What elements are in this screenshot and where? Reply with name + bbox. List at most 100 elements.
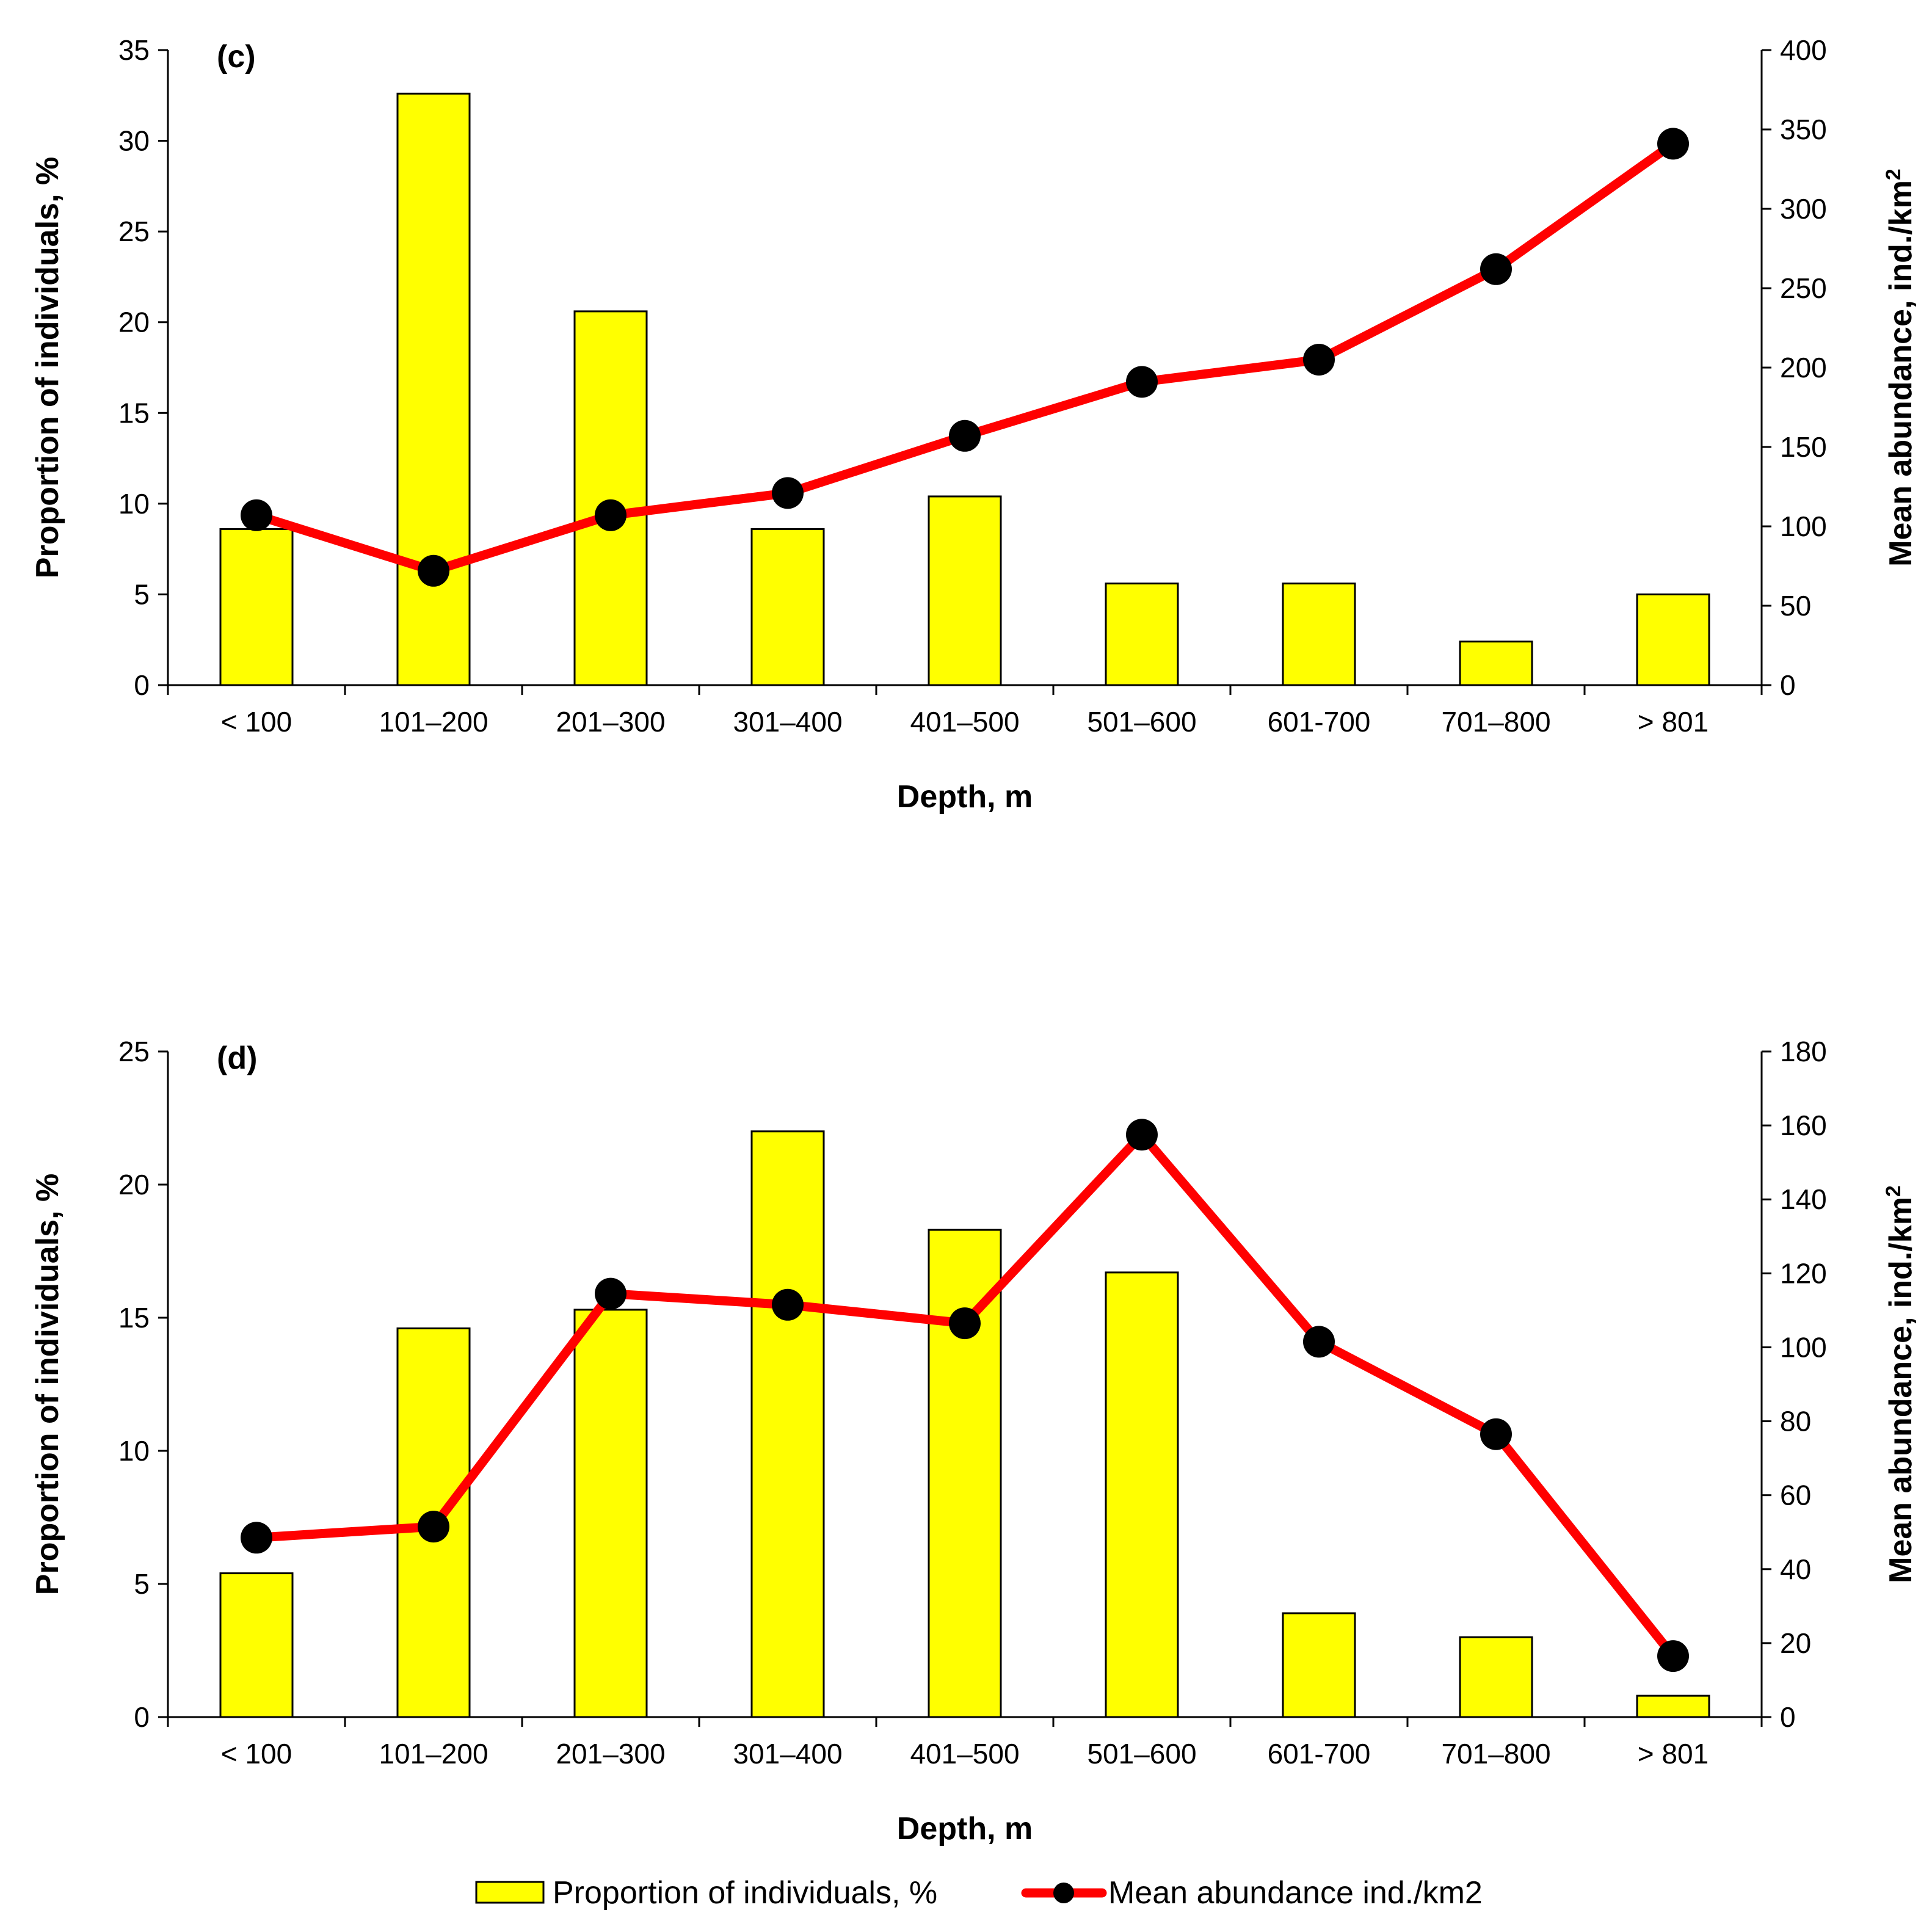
abundance-point-6 bbox=[1303, 1326, 1335, 1358]
abundance-point-1 bbox=[418, 1511, 449, 1543]
abundance-point-7 bbox=[1480, 253, 1512, 285]
abundance-point-0 bbox=[241, 1522, 272, 1554]
y-right-tick-label: 200 bbox=[1780, 352, 1827, 383]
y-right-tick-label: 160 bbox=[1780, 1109, 1827, 1141]
x-tick-label: 401–500 bbox=[910, 706, 1019, 738]
abundance-point-8 bbox=[1657, 1640, 1689, 1672]
bar-6 bbox=[1282, 583, 1356, 686]
y-right-tick-label: 100 bbox=[1780, 1331, 1827, 1363]
x-tick-label: 101–200 bbox=[379, 1738, 488, 1770]
x-tick-label: 301–400 bbox=[733, 706, 842, 738]
y-right-tick-label: 250 bbox=[1780, 272, 1827, 304]
y-right-axis-title: Mean abundance, ind./km2 bbox=[1882, 169, 1919, 567]
abundance-point-2 bbox=[595, 1277, 626, 1310]
y-right-tick-label: 40 bbox=[1780, 1553, 1811, 1585]
legend-bar-swatch bbox=[475, 1881, 545, 1904]
y-left-tick-label: 20 bbox=[118, 307, 150, 338]
x-tick-label: > 801 bbox=[1638, 1738, 1709, 1770]
legend-bar-label: Proportion of individuals, % bbox=[553, 1875, 937, 1911]
y-right-tick-label: 400 bbox=[1780, 34, 1827, 66]
abundance-point-6 bbox=[1303, 344, 1335, 376]
legend-line-marker bbox=[1053, 1883, 1074, 1903]
y-right-tick-label: 180 bbox=[1780, 1036, 1827, 1067]
abundance-point-4 bbox=[949, 419, 981, 452]
y-left-tick-label: 10 bbox=[118, 488, 150, 520]
x-tick-label: 501–600 bbox=[1087, 1738, 1196, 1770]
bar-7 bbox=[1459, 1636, 1533, 1718]
y-right-tick-label: 100 bbox=[1780, 510, 1827, 542]
x-tick-label: < 100 bbox=[221, 1738, 292, 1770]
abundance-point-2 bbox=[595, 499, 626, 531]
y-right-tick-label: 350 bbox=[1780, 114, 1827, 145]
y-left-tick-label: 15 bbox=[118, 1302, 150, 1334]
y-left-tick-label: 5 bbox=[134, 578, 150, 610]
x-tick-label: 701–800 bbox=[1441, 706, 1550, 738]
y-left-tick-label: 0 bbox=[134, 669, 150, 701]
chart-panel-d: < 100 101–200 201–300 301–400 401–500 501–600… bbox=[30, 1036, 1919, 1847]
y-right-tick-label: 20 bbox=[1780, 1627, 1811, 1659]
bar-3 bbox=[750, 528, 825, 686]
y-left-tick-label: 20 bbox=[118, 1169, 150, 1200]
y-right-tick-label: 140 bbox=[1780, 1183, 1827, 1215]
bar-7 bbox=[1459, 641, 1533, 686]
bar-5 bbox=[1105, 1271, 1179, 1718]
x-tick-label: 201–300 bbox=[556, 1738, 665, 1770]
y-right-tick-label: 300 bbox=[1780, 193, 1827, 225]
bar-8 bbox=[1636, 593, 1710, 686]
bar-1 bbox=[396, 92, 471, 686]
x-axis-title: Depth, m bbox=[897, 1811, 1033, 1847]
x-tick-label: < 100 bbox=[221, 706, 292, 738]
x-tick-label: 501–600 bbox=[1087, 706, 1196, 738]
bar-8 bbox=[1636, 1694, 1710, 1718]
bar-2 bbox=[573, 310, 648, 686]
abundance-point-4 bbox=[949, 1307, 981, 1340]
legend-line-label: Mean abundance ind./km2 bbox=[1108, 1875, 1483, 1911]
y-right-axis-title: Mean abundance, ind./km2 bbox=[1882, 1185, 1919, 1583]
abundance-point-8 bbox=[1657, 128, 1689, 160]
x-tick-label: 301–400 bbox=[733, 1738, 842, 1770]
bar-0 bbox=[219, 528, 294, 686]
bar-3 bbox=[750, 1130, 825, 1718]
bar-2 bbox=[573, 1309, 648, 1718]
y-right-tick-label: 150 bbox=[1780, 431, 1827, 463]
bar-0 bbox=[219, 1572, 294, 1718]
x-tick-label: 201–300 bbox=[556, 706, 665, 738]
y-left-tick-label: 35 bbox=[118, 34, 150, 66]
bar-4 bbox=[928, 495, 1002, 686]
y-left-tick-label: 25 bbox=[118, 1036, 150, 1067]
bar-6 bbox=[1282, 1612, 1356, 1718]
y-right-tick-label: 0 bbox=[1780, 1701, 1796, 1733]
y-right-tick-label: 120 bbox=[1780, 1257, 1827, 1289]
y-right-tick-label: 80 bbox=[1780, 1406, 1811, 1437]
y-left-tick-label: 15 bbox=[118, 397, 150, 429]
abundance-point-3 bbox=[772, 477, 804, 509]
y-right-tick-label: 60 bbox=[1780, 1480, 1811, 1511]
abundance-point-0 bbox=[241, 499, 272, 531]
abundance-point-3 bbox=[772, 1288, 804, 1321]
chart-panel-c: < 100 101–200 201–300 301–400 401–500 501–600… bbox=[30, 34, 1919, 815]
abundance-point-5 bbox=[1126, 366, 1158, 398]
y-right-tick-label: 50 bbox=[1780, 590, 1811, 622]
y-left-axis-title: Proportion of individuals, % bbox=[30, 1174, 65, 1595]
y-left-tick-label: 5 bbox=[134, 1568, 150, 1600]
y-right-tick-label: 0 bbox=[1780, 669, 1796, 701]
abundance-point-1 bbox=[418, 554, 449, 587]
panel-label: (c) bbox=[217, 39, 256, 74]
abundance-point-5 bbox=[1126, 1119, 1158, 1151]
bar-5 bbox=[1105, 583, 1179, 686]
y-left-axis-title: Proportion of individuals, % bbox=[30, 157, 65, 578]
x-tick-label: 701–800 bbox=[1441, 1738, 1550, 1770]
x-tick-label: 101–200 bbox=[379, 706, 488, 738]
x-axis-title: Depth, m bbox=[897, 779, 1033, 815]
y-left-tick-label: 0 bbox=[134, 1701, 150, 1733]
y-left-tick-label: 25 bbox=[118, 216, 150, 247]
x-tick-label: > 801 bbox=[1638, 706, 1709, 738]
abundance-point-7 bbox=[1480, 1418, 1512, 1450]
y-left-tick-label: 10 bbox=[118, 1435, 150, 1467]
x-tick-label: 601-700 bbox=[1268, 1738, 1371, 1770]
legend: Proportion of individuals, % Mean abunda… bbox=[475, 1875, 1483, 1911]
x-tick-label: 601-700 bbox=[1268, 706, 1371, 738]
panel-label: (d) bbox=[217, 1040, 257, 1076]
x-tick-label: 401–500 bbox=[910, 1738, 1019, 1770]
